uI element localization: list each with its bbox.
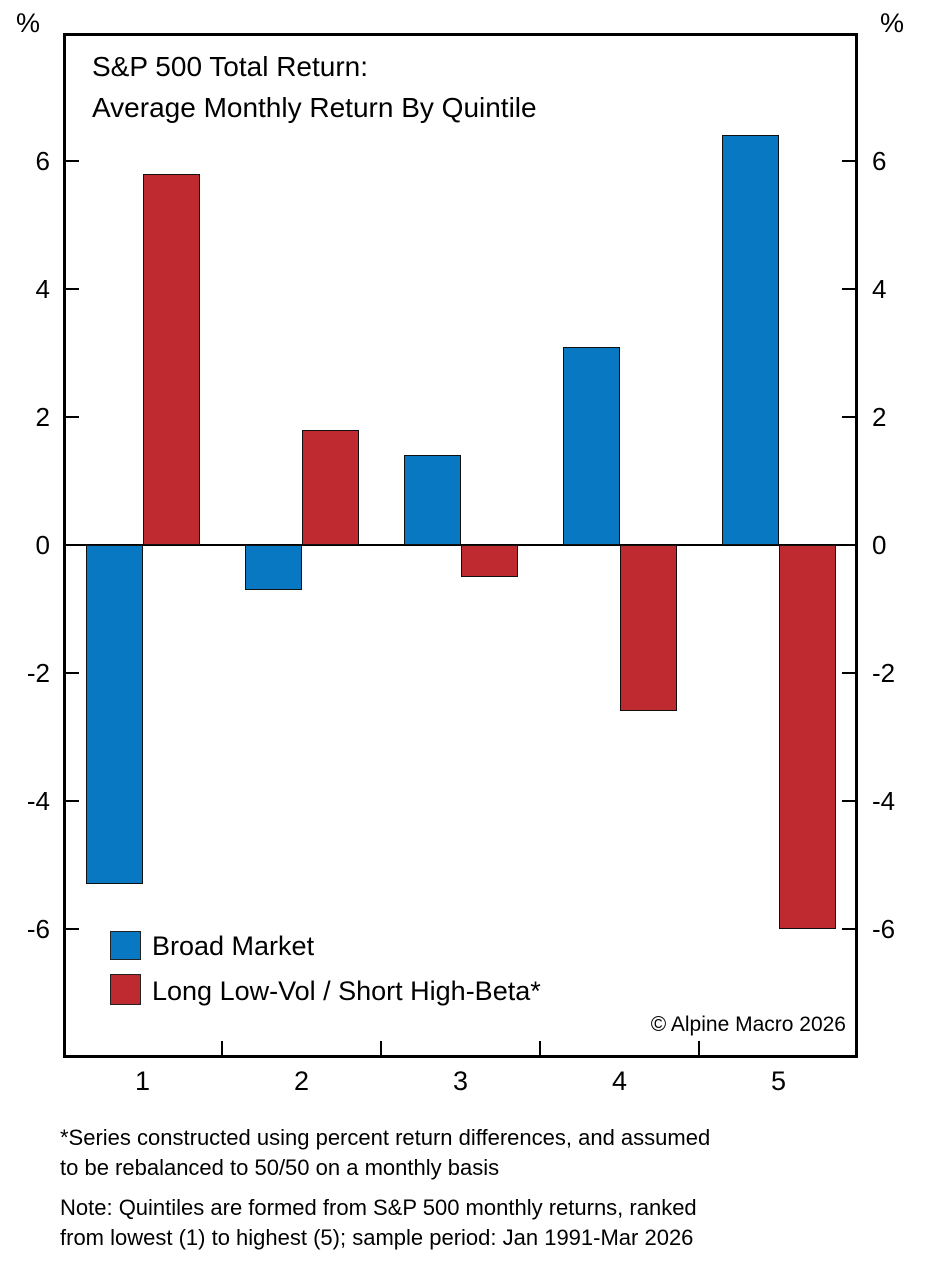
- right-axis-unit-label: %: [880, 8, 905, 38]
- y-axis-tick-right: [842, 288, 855, 290]
- legend-label-broad-market: Broad Market: [152, 931, 315, 961]
- bar-broad-market-q5: [721, 135, 779, 545]
- legend-swatch-broad-market: [110, 931, 141, 960]
- legend-swatch-long-lowvol-short-highbeta: [110, 974, 141, 1005]
- legend-label-long-lowvol-short-highbeta: Long Low-Vol / Short High-Beta*: [152, 976, 541, 1006]
- x-axis-label: 5: [770, 1066, 787, 1096]
- y-axis-label-left: -2: [26, 658, 50, 688]
- chart-title: S&P 500 Total Return: Average Monthly Re…: [92, 46, 537, 128]
- footnote-line-2: to be rebalanced to 50/50 on a monthly b…: [60, 1155, 500, 1180]
- x-axis-label: 2: [293, 1066, 310, 1096]
- y-axis-tick-right: [842, 416, 855, 418]
- left-axis-unit-label: %: [16, 8, 41, 38]
- y-axis-tick-right: [842, 672, 855, 674]
- x-axis-label: 4: [611, 1066, 628, 1096]
- bar-broad-market-q2: [244, 545, 302, 590]
- y-axis-label-right: 6: [872, 146, 887, 176]
- y-axis-label-right: -6: [872, 914, 896, 944]
- y-axis-tick-left: [66, 416, 79, 418]
- bar-long-low-vol-short-high-beta-q3: [460, 545, 518, 577]
- y-axis-label-left: 2: [35, 402, 50, 432]
- chart-title-line-2: Average Monthly Return By Quintile: [92, 92, 537, 123]
- y-axis-tick-right: [842, 800, 855, 802]
- x-axis-tick: [221, 1041, 223, 1055]
- x-axis-label: 3: [452, 1066, 469, 1096]
- y-axis-tick-right: [842, 160, 855, 162]
- x-axis-tick: [380, 1041, 382, 1055]
- y-axis-label-right: -2: [872, 658, 896, 688]
- y-axis-label-left: 0: [35, 530, 50, 560]
- x-axis-label: 1: [134, 1066, 151, 1096]
- bar-long-low-vol-short-high-beta-q1: [142, 173, 200, 545]
- bar-broad-market-q3: [403, 455, 461, 545]
- footnote-line-4: from lowest (1) to highest (5); sample p…: [60, 1225, 694, 1250]
- y-axis-label-right: -4: [872, 786, 896, 816]
- footnote-line-3: Note: Quintiles are formed from S&P 500 …: [60, 1195, 697, 1220]
- y-axis-label-left: -6: [26, 914, 50, 944]
- y-axis-tick-left: [66, 288, 79, 290]
- bar-long-low-vol-short-high-beta-q5: [778, 545, 836, 929]
- y-axis-label-left: 6: [35, 146, 50, 176]
- y-axis-tick-right: [842, 928, 855, 930]
- bar-long-low-vol-short-high-beta-q2: [301, 429, 359, 545]
- y-axis-label-right: 4: [872, 274, 887, 304]
- y-axis-label-right: 2: [872, 402, 887, 432]
- copyright-notice: © Alpine Macro 2026: [650, 1013, 846, 1036]
- x-axis-tick: [539, 1041, 541, 1055]
- bar-long-low-vol-short-high-beta-q4: [619, 545, 677, 712]
- y-axis-tick-left: [66, 160, 79, 162]
- footnote-line-1: *Series constructed using percent return…: [60, 1125, 711, 1150]
- y-axis-tick-left: [66, 672, 79, 674]
- y-axis-tick-left: [66, 800, 79, 802]
- bar-broad-market-q4: [562, 346, 620, 545]
- chart-title-line-1: S&P 500 Total Return:: [92, 51, 369, 82]
- y-axis-tick-left: [66, 928, 79, 930]
- x-axis-tick: [698, 1041, 700, 1055]
- y-axis-label-left: 4: [35, 274, 50, 304]
- y-axis-label-left: -4: [26, 786, 50, 816]
- bar-broad-market-q1: [85, 545, 143, 885]
- y-axis-label-right: 0: [872, 530, 887, 560]
